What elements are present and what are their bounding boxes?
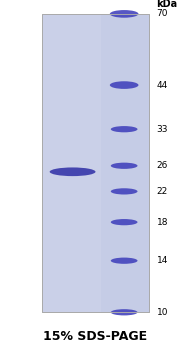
Text: 10: 10 bbox=[157, 308, 168, 317]
Text: 14: 14 bbox=[157, 256, 168, 265]
Text: 15% SDS-PAGE: 15% SDS-PAGE bbox=[43, 330, 148, 343]
Bar bbox=[42, 14, 101, 312]
Ellipse shape bbox=[110, 10, 138, 18]
Ellipse shape bbox=[111, 309, 138, 315]
Ellipse shape bbox=[111, 126, 138, 132]
Text: 26: 26 bbox=[157, 161, 168, 170]
Text: 44: 44 bbox=[157, 81, 168, 90]
Ellipse shape bbox=[111, 163, 138, 169]
Ellipse shape bbox=[111, 257, 138, 264]
Text: 18: 18 bbox=[157, 218, 168, 227]
Text: kDa: kDa bbox=[157, 0, 178, 9]
Ellipse shape bbox=[110, 81, 138, 89]
Bar bbox=[42, 14, 149, 312]
Ellipse shape bbox=[111, 219, 138, 225]
Text: 33: 33 bbox=[157, 125, 168, 134]
Text: 22: 22 bbox=[157, 187, 168, 196]
Ellipse shape bbox=[111, 188, 138, 195]
Text: 70: 70 bbox=[157, 9, 168, 18]
Ellipse shape bbox=[50, 168, 96, 176]
Bar bbox=[42, 14, 149, 312]
